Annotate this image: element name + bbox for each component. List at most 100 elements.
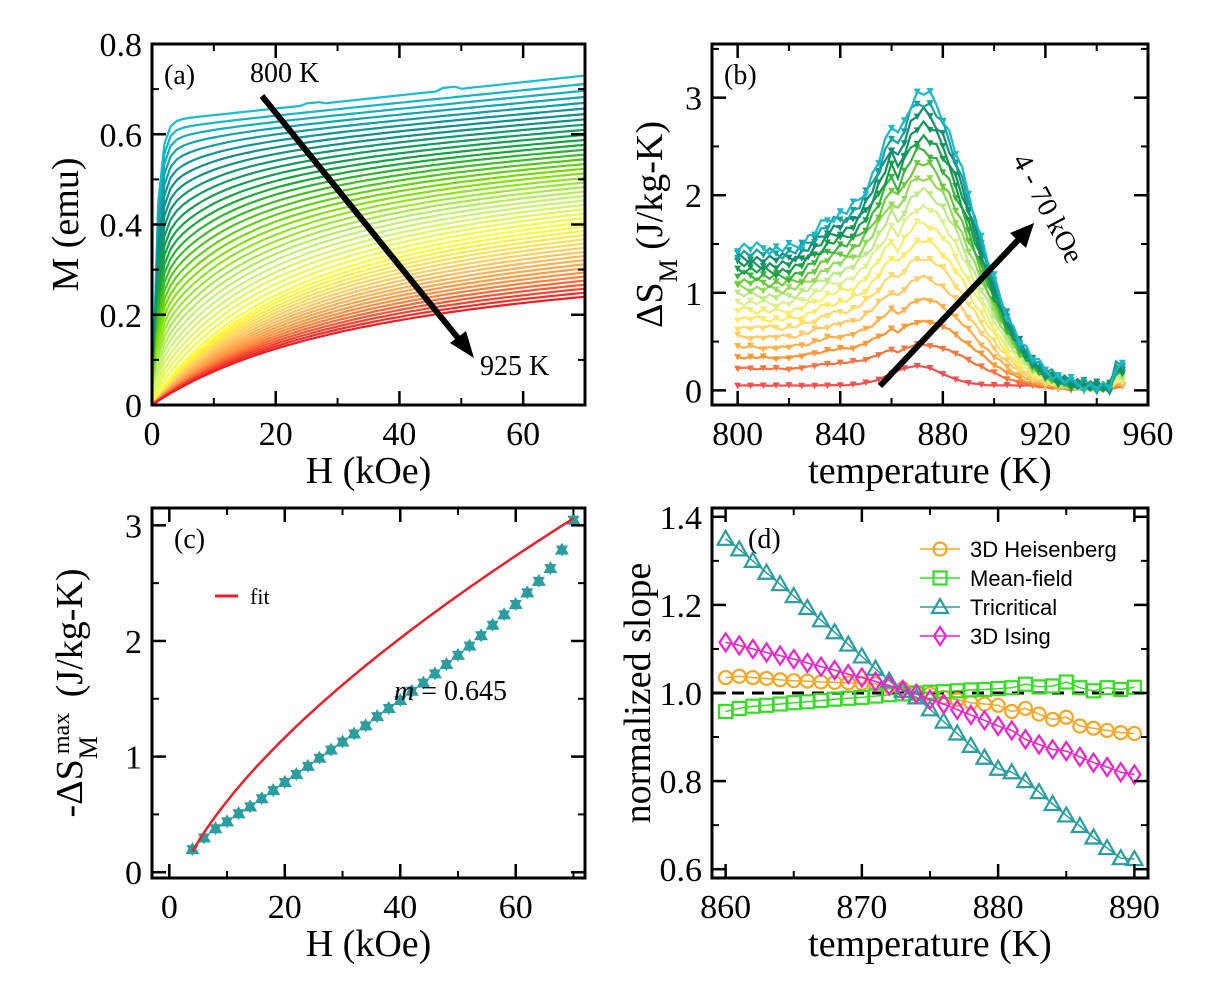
mag-curve	[152, 89, 585, 405]
entropy-marker	[926, 154, 934, 162]
entropy-marker	[977, 342, 985, 349]
entropy-marker	[759, 287, 767, 295]
entropy-marker	[900, 268, 908, 276]
mag-curve	[152, 208, 585, 405]
entropy-marker	[952, 313, 960, 321]
entropy-marker	[952, 331, 960, 339]
entropy-marker	[900, 307, 908, 314]
entropy-marker	[990, 320, 998, 328]
series-marker	[1004, 703, 1020, 720]
entropy-marker	[900, 152, 908, 160]
series-marker	[1058, 740, 1074, 763]
field-arrow	[877, 235, 1023, 389]
y-tick-label: 0.4	[100, 208, 143, 245]
y-tick-label: 0.6	[660, 852, 703, 889]
entropy-marker	[964, 325, 972, 333]
series-marker	[949, 692, 965, 708]
series-marker	[731, 634, 747, 657]
mag-curve	[152, 95, 585, 405]
entropy-marker	[1003, 376, 1011, 383]
annotation-800K: 800 K	[250, 58, 319, 89]
entropy-marker	[952, 207, 960, 215]
entropy-marker	[964, 259, 972, 267]
series-line	[725, 675, 1135, 735]
entropy-marker	[926, 140, 934, 147]
entropy-marker	[772, 345, 780, 353]
entropy-marker	[798, 271, 806, 278]
x-tick-label: 40	[382, 416, 416, 453]
entropy-marker	[926, 237, 934, 244]
entropy-marker	[862, 251, 870, 258]
data-point-star	[232, 809, 245, 821]
entropy-marker	[964, 301, 972, 308]
entropy-marker	[900, 210, 908, 218]
entropy-marker	[913, 256, 921, 263]
y-tick-label: 0	[125, 388, 142, 425]
entropy-marker	[772, 356, 780, 363]
series-marker	[1015, 770, 1036, 789]
series-marker	[1004, 719, 1020, 742]
entropy-marker	[759, 279, 767, 287]
mag-curve	[152, 246, 585, 405]
series-marker	[1018, 728, 1033, 751]
entropy-marker	[913, 160, 921, 167]
entropy-marker	[811, 309, 819, 316]
entropy-marker	[823, 277, 831, 285]
entropy-marker	[862, 207, 870, 214]
entropy-marker	[1080, 376, 1088, 384]
entropy-marker	[1080, 387, 1088, 394]
entropy-marker	[926, 343, 934, 350]
legend-label: Tricritical	[970, 595, 1057, 620]
entropy-marker	[862, 263, 870, 271]
entropy-marker	[862, 295, 870, 303]
legend-marker	[930, 596, 950, 615]
x-tick-label: 870	[836, 889, 887, 926]
entropy-marker	[977, 363, 985, 370]
entropy-marker	[862, 239, 870, 247]
entropy-marker	[977, 381, 985, 389]
entropy-marker	[1054, 371, 1062, 379]
entropy-marker	[926, 88, 934, 95]
entropy-marker	[875, 333, 883, 341]
entropy-marker	[913, 113, 921, 121]
entropy-marker	[990, 345, 998, 352]
series-marker	[936, 693, 951, 715]
entropy-marker	[926, 191, 934, 198]
mag-curve	[152, 279, 585, 405]
entropy-marker	[785, 254, 793, 262]
entropy-marker	[939, 283, 947, 290]
data-point-star	[278, 778, 291, 790]
entropy-marker	[772, 365, 780, 372]
entropy-marker	[746, 272, 754, 279]
entropy-marker	[875, 202, 883, 209]
ylabel-sup: max	[49, 713, 75, 754]
data-point-star	[498, 610, 511, 622]
entropy-marker	[811, 288, 819, 295]
entropy-marker	[823, 333, 831, 341]
series-marker	[745, 637, 761, 660]
entropy-marker	[875, 376, 883, 384]
mag-curve	[152, 101, 585, 405]
mag-curve	[152, 254, 585, 405]
entropy-marker	[746, 288, 754, 296]
mag-curve	[152, 138, 585, 405]
entropy-marker	[734, 248, 742, 255]
series-marker	[1029, 781, 1049, 800]
entropy-marker	[798, 287, 806, 295]
x-tick-label: 20	[268, 889, 302, 926]
entropy-marker	[746, 326, 754, 333]
x-tick-label: 20	[259, 416, 293, 453]
entropy-marker	[862, 227, 870, 235]
mag-curve	[152, 163, 585, 405]
entropy-marker	[734, 326, 742, 334]
mag-curve	[152, 250, 585, 405]
mag-curve	[152, 107, 585, 405]
entropy-marker	[926, 100, 934, 107]
entropy-marker	[900, 167, 908, 175]
entropy-marker	[952, 268, 960, 276]
data-point-star	[313, 753, 326, 765]
entropy-marker	[900, 217, 908, 225]
entropy-marker	[913, 100, 921, 108]
mag-curve	[152, 271, 585, 405]
series-marker	[1017, 700, 1033, 717]
